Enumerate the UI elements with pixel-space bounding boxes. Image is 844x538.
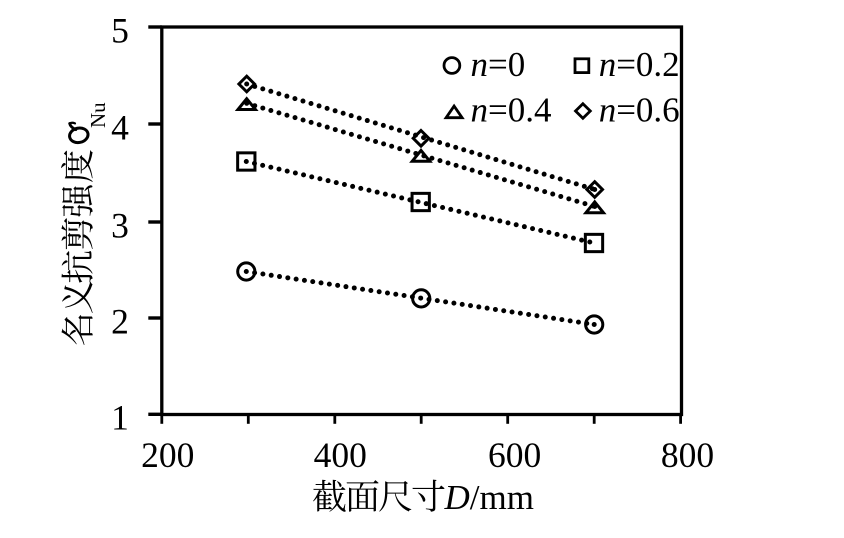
svg-text:600: 600 <box>488 435 541 475</box>
svg-text:2: 2 <box>111 301 129 341</box>
svg-text:200: 200 <box>141 435 194 475</box>
svg-text:3: 3 <box>111 205 129 245</box>
svg-text:n=0.6: n=0.6 <box>599 91 680 130</box>
svg-text:400: 400 <box>314 435 367 475</box>
svg-text:n=0: n=0 <box>471 45 526 84</box>
svg-text:D/mm: D/mm <box>444 478 534 517</box>
svg-text:5: 5 <box>111 10 129 50</box>
svg-text:4: 4 <box>111 107 129 147</box>
svg-text:n=0.4: n=0.4 <box>471 91 552 130</box>
svg-text:1: 1 <box>111 398 129 438</box>
svg-text:800: 800 <box>661 435 714 475</box>
svg-text:Nu: Nu <box>86 102 110 128</box>
svg-text:n=0.2: n=0.2 <box>599 45 680 84</box>
